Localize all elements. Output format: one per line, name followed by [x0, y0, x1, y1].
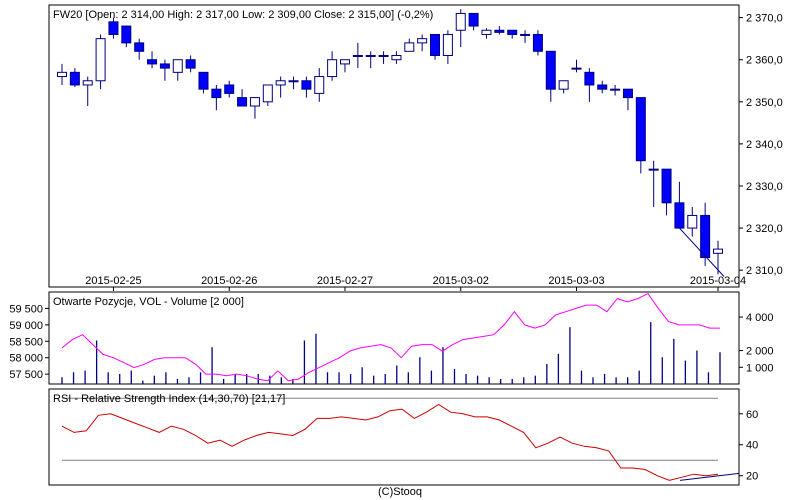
candle-body — [237, 97, 248, 107]
candle-body — [211, 88, 222, 99]
candle-body — [622, 88, 633, 99]
candle-body — [57, 71, 67, 78]
candle-body — [82, 80, 93, 86]
open-interest-line — [61, 292, 720, 382]
volume-bars — [61, 322, 721, 384]
rsi-y-tick-label: 20 — [746, 471, 758, 483]
candle-body — [262, 84, 273, 103]
oi-y-tick-label: 57 500 — [9, 369, 43, 381]
candle-body — [327, 59, 338, 78]
candle-body — [198, 71, 209, 90]
candle-body — [713, 248, 723, 254]
rsi-trend-line — [679, 472, 740, 481]
candle-body — [275, 80, 286, 86]
volume-y-tick-label: 1 000 — [746, 362, 774, 374]
oi-y-tick-label: 58 000 — [9, 353, 43, 365]
candle-body — [648, 168, 659, 171]
volume-y-tick-label: 4 000 — [746, 312, 774, 324]
oi-y-tick-label: 59 500 — [9, 303, 43, 315]
rsi-y-axis: 20 40 60 — [739, 409, 758, 483]
price-y-tick-label: 2 350,0 — [746, 97, 783, 109]
candle-body — [108, 21, 119, 35]
candle-body — [301, 80, 312, 90]
candle-body — [494, 29, 505, 33]
candle-body — [661, 168, 672, 204]
candle-body — [121, 25, 132, 44]
rsi-title: RSI - Relative Strength Index (14,30,70)… — [53, 393, 285, 405]
candle-body — [481, 29, 492, 35]
oi-y-tick-label: 58 500 — [9, 336, 43, 348]
price-y-tick-label: 2 320,0 — [746, 223, 783, 235]
candle-body — [339, 59, 350, 65]
candle-body — [700, 214, 711, 259]
candle-body — [314, 76, 325, 94]
candle-body — [442, 33, 453, 57]
candle-body — [69, 71, 80, 86]
candle-body — [224, 84, 235, 94]
candle-body — [185, 59, 196, 69]
date-x-tick-label: 2015-02-26 — [201, 275, 257, 287]
rsi-level-lines — [62, 397, 718, 461]
candle-body — [172, 59, 183, 73]
volume-title: Otwarte Pozycje, VOL - Volume [2 000] — [53, 296, 244, 308]
candle-body — [558, 80, 569, 90]
price-y-tick-label: 2 310,0 — [746, 265, 783, 277]
candle-body — [249, 97, 260, 107]
candle-body — [571, 67, 582, 70]
date-x-tick-label: 2015-03-03 — [548, 275, 604, 287]
price-panel — [48, 4, 740, 288]
price-y-tick-label: 2 340,0 — [746, 139, 783, 151]
open-interest-y-axis: 57 500 58 000 58 500 59 000 59 500 — [9, 303, 49, 381]
rsi-line — [61, 403, 719, 481]
candle-body — [147, 59, 158, 65]
date-x-tick-label: 2015-03-04 — [690, 275, 746, 287]
candle-body — [288, 80, 299, 83]
oi-y-tick-label: 59 000 — [9, 320, 43, 332]
price-y-tick-label: 2 370,0 — [746, 13, 783, 25]
candle-body — [391, 55, 402, 61]
candle-body — [520, 33, 531, 36]
footer-credit: (C)Stooq — [378, 486, 422, 498]
candle-body — [404, 42, 415, 52]
rsi-y-tick-label: 40 — [746, 440, 758, 452]
volume-y-tick-label: 2 000 — [746, 346, 774, 358]
candle-body — [455, 12, 466, 31]
candle-body — [507, 29, 518, 35]
candle-body — [597, 84, 608, 90]
candle-body — [417, 38, 428, 44]
candlestick-series — [57, 9, 723, 275]
price-y-axis: 2 310,0 2 320,0 2 330,0 2 340,0 2 350,0 2 360… — [739, 13, 783, 277]
price-y-tick-label: 2 330,0 — [746, 181, 783, 193]
candle-body — [635, 97, 646, 162]
price-title: FW20 [Open: 2 314,00 High: 2 317,00 Low:… — [53, 9, 433, 21]
date-x-tick-label: 2015-02-27 — [317, 275, 373, 287]
price-y-tick-label: 2 360,0 — [746, 55, 783, 67]
volume-y-axis: 1 000 2 000 4 000 — [739, 312, 774, 374]
volume-panel — [48, 291, 740, 385]
candle-body — [532, 33, 543, 52]
candle-body — [468, 12, 479, 27]
candle-body — [352, 55, 363, 58]
date-x-tick-label: 2015-03-02 — [433, 275, 489, 287]
date-x-axis: 2015-02-25 2015-02-26 2015-02-27 2015-03-02… — [85, 275, 746, 291]
candle-body — [365, 55, 376, 58]
rsi-panel — [48, 388, 740, 486]
candle-body — [545, 50, 556, 90]
candle-body — [687, 214, 698, 229]
candle-body — [674, 202, 685, 229]
price-trend-line — [679, 227, 725, 277]
candle-body — [378, 55, 389, 58]
rsi-y-tick-label: 60 — [746, 409, 758, 421]
candle-body — [430, 33, 441, 57]
candle-body — [134, 42, 145, 52]
date-x-tick-label: 2015-02-25 — [85, 275, 141, 287]
candle-body — [159, 63, 170, 69]
candle-body — [610, 88, 621, 91]
candle-body — [584, 71, 595, 86]
candle-body — [95, 38, 106, 82]
